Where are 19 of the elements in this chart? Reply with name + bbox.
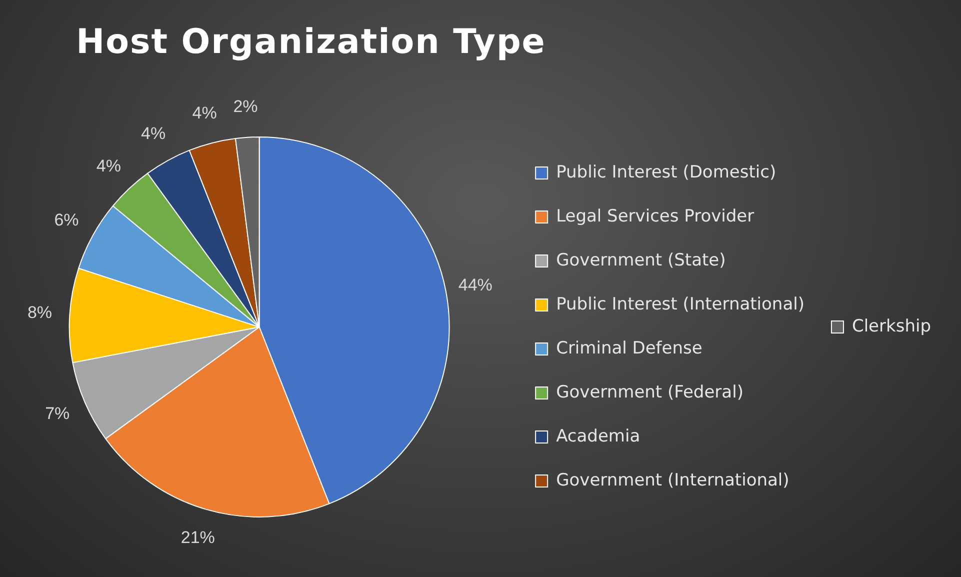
data-label: 4%: [96, 156, 121, 176]
legend-label: Criminal Defense: [556, 338, 702, 358]
legend-label: Clerkship: [852, 316, 932, 336]
data-label: 8%: [27, 302, 52, 322]
chart-title: Host Organization Type: [75, 22, 547, 62]
legend-label: Government (International): [556, 470, 790, 490]
legend-label: Public Interest (International): [556, 294, 804, 314]
data-label: 21%: [180, 528, 215, 547]
legend-label: Government (Federal): [556, 382, 744, 402]
data-label: 4%: [192, 104, 217, 123]
legend-label: Public Interest (Domestic): [556, 162, 776, 182]
data-label: 7%: [45, 404, 70, 424]
legend-label: Academia: [556, 426, 640, 446]
legend-label: Government (State): [556, 250, 726, 270]
data-label: 2%: [233, 97, 258, 116]
legend-label: Legal Services Provider: [556, 206, 754, 226]
data-label: 44%: [458, 275, 492, 294]
data-label: 6%: [54, 210, 79, 230]
data-label: 4%: [141, 124, 166, 143]
